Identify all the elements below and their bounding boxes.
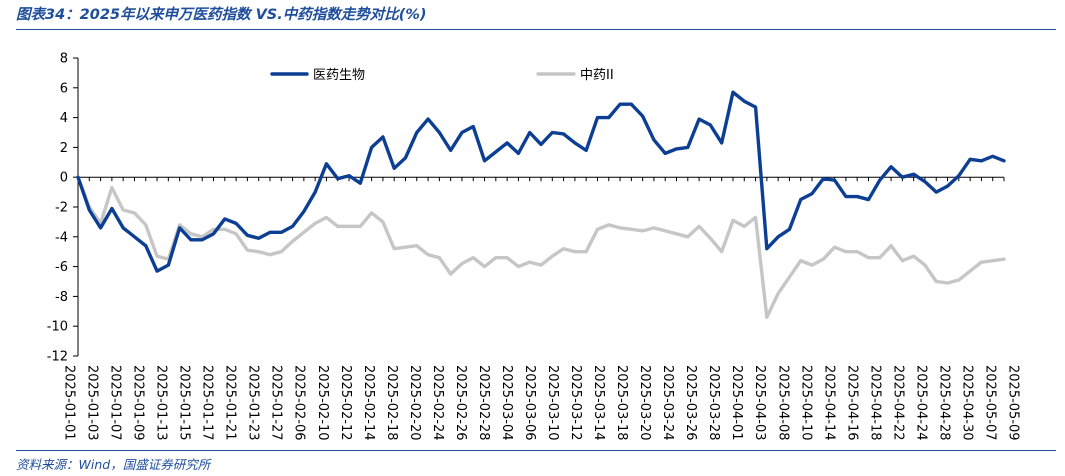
x-tick-label: 2025-03-20 xyxy=(637,365,652,441)
x-tick-label: 2025-02-12 xyxy=(338,365,353,441)
series-layer xyxy=(76,90,1006,319)
series-line-2 xyxy=(76,175,1006,319)
source-rule xyxy=(16,450,1056,451)
x-tick-label: 2025-02-20 xyxy=(407,365,422,441)
x-tick-label: 2025-01-27 xyxy=(269,365,284,441)
x-tick-label: 2025-01-03 xyxy=(85,365,100,441)
x-tick-label: 2025-04-24 xyxy=(913,365,928,441)
x-tick-label: 2025-04-14 xyxy=(821,365,836,441)
title-rule xyxy=(16,29,1056,30)
x-tick-label: 2025-04-08 xyxy=(775,365,790,441)
x-tick-label: 2025-03-18 xyxy=(614,365,629,441)
source-note: 资料来源：Wind，国盛证券研究所 xyxy=(16,457,211,472)
x-tick-label: 2025-05-07 xyxy=(982,365,997,441)
figure-title: 图表34：2025年以来申万医药指数 VS.中药指数走势对比(%) xyxy=(16,7,427,23)
x-tick-label: 2025-01-23 xyxy=(246,365,261,441)
y-tick-label: -10 xyxy=(47,320,68,335)
x-tick-label: 2025-04-16 xyxy=(844,365,859,441)
x-tick-label: 2025-01-21 xyxy=(223,365,238,441)
series-line-1 xyxy=(76,90,1006,273)
legend-label: 医药生物 xyxy=(313,68,365,83)
x-tick-label: 2025-05-09 xyxy=(1006,365,1021,441)
x-tick-label: 2025-03-10 xyxy=(545,365,560,441)
x-tick-label: 2025-02-14 xyxy=(361,365,376,441)
x-tick-label: 2025-01-17 xyxy=(200,365,215,441)
x-tick-label: 2025-03-04 xyxy=(499,365,514,441)
x-tick-label: 2025-02-06 xyxy=(292,365,307,441)
x-tick-label: 2025-04-30 xyxy=(959,365,974,441)
y-tick-label: 0 xyxy=(60,171,68,186)
x-tick-label: 2025-02-18 xyxy=(384,365,399,441)
y-tick-label: 4 xyxy=(60,111,68,126)
x-tick-label: 2025-04-18 xyxy=(867,365,882,441)
y-tick-label: -12 xyxy=(47,350,68,365)
x-tick-label: 2025-04-10 xyxy=(798,365,813,441)
x-tick-label: 2025-04-01 xyxy=(729,365,744,441)
y-tick-label: -6 xyxy=(55,260,68,275)
x-tick-label: 2025-04-03 xyxy=(752,365,767,441)
x-tick-label: 2025-02-24 xyxy=(430,365,445,441)
x-tick-label: 2025-02-26 xyxy=(453,365,468,441)
x-tick-label: 2025-02-28 xyxy=(476,365,491,441)
legend-label: 中药II xyxy=(580,68,614,83)
legend: 医药生物 中药II xyxy=(270,68,614,83)
y-tick-label: -4 xyxy=(55,230,68,245)
x-tick-label: 2025-04-22 xyxy=(890,365,905,441)
x-tick-label: 2025-03-12 xyxy=(568,365,583,441)
y-tick-label: 2 xyxy=(60,141,68,156)
x-tick-label: 2025-01-13 xyxy=(154,365,169,441)
x-axis: 2025-01-01 2025-01-03 2025-01-07 2025-01-09… xyxy=(62,176,1021,441)
x-tick-label: 2025-03-06 xyxy=(522,365,537,441)
y-axis: 8 6 4 2 0 -2 -4 -6 -8 -10 -12 xyxy=(47,52,79,365)
x-tick-label: 2025-03-24 xyxy=(660,365,675,441)
y-tick-label: -2 xyxy=(55,201,68,216)
x-tick-label: 2025-04-28 xyxy=(936,365,951,441)
x-tick-label: 2025-03-28 xyxy=(706,365,721,441)
x-tick-label: 2025-03-26 xyxy=(683,365,698,441)
x-tick-label: 2025-01-15 xyxy=(177,365,192,441)
x-tick-label: 2025-03-14 xyxy=(591,365,606,441)
y-tick-label: 6 xyxy=(60,81,68,96)
y-tick-label: 8 xyxy=(60,52,68,67)
x-tick-label: 2025-01-09 xyxy=(131,365,146,441)
y-tick-label: -8 xyxy=(55,290,68,305)
x-tick-label: 2025-01-07 xyxy=(108,365,123,441)
x-tick-label: 2025-02-10 xyxy=(315,365,330,441)
x-tick-label: 2025-01-01 xyxy=(62,365,77,441)
